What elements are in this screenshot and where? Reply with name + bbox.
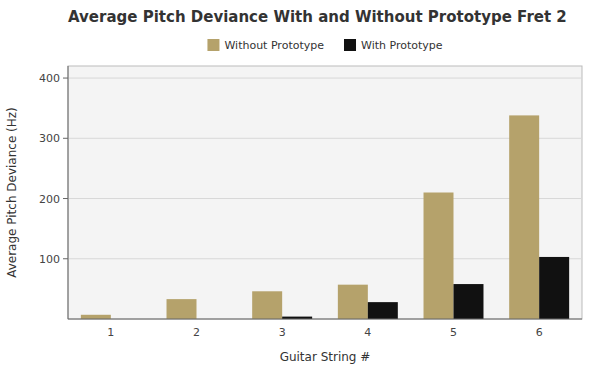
bar xyxy=(338,285,368,319)
legend-swatch xyxy=(344,39,356,51)
legend-label: Without Prototype xyxy=(224,39,324,52)
y-axis-line xyxy=(68,66,69,319)
y-tick xyxy=(63,138,68,139)
x-tick-label: 5 xyxy=(450,326,457,339)
y-axis-label: Average Pitch Deviance (Hz) xyxy=(5,107,19,278)
legend-label: With Prototype xyxy=(361,39,443,52)
bar xyxy=(424,193,454,320)
x-tick-label: 1 xyxy=(107,326,114,339)
bar xyxy=(509,115,539,319)
bar xyxy=(368,302,398,319)
y-tick-label: 100 xyxy=(39,253,60,266)
legend-item: Without Prototype xyxy=(207,39,324,52)
grid-line xyxy=(68,78,582,79)
chart-container: Average Pitch Deviance With and Without … xyxy=(0,0,600,371)
y-tick-label: 400 xyxy=(39,72,60,85)
x-tick-label: 3 xyxy=(279,326,286,339)
legend-item: With Prototype xyxy=(344,39,443,52)
bar xyxy=(252,291,282,319)
y-tick xyxy=(63,78,68,79)
bar xyxy=(454,284,484,319)
y-tick xyxy=(63,198,68,199)
grid-line xyxy=(68,138,582,139)
x-tick-label: 2 xyxy=(193,326,200,339)
x-tick-label: 6 xyxy=(536,326,543,339)
y-tick-label: 300 xyxy=(39,132,60,145)
legend-swatch xyxy=(207,39,219,51)
legend: Without Prototype With Prototype xyxy=(207,39,442,52)
title: Average Pitch Deviance With and Without … xyxy=(68,8,567,26)
x-axis-line xyxy=(68,319,582,320)
y-tick-label: 200 xyxy=(39,193,60,206)
y-tick xyxy=(63,258,68,259)
bar xyxy=(81,315,111,319)
grid-line xyxy=(68,258,582,259)
bar xyxy=(167,299,197,319)
grid-line xyxy=(68,198,582,199)
x-axis-label: Guitar String # xyxy=(280,350,371,364)
bars xyxy=(81,115,569,319)
bar xyxy=(539,257,569,319)
plot-area xyxy=(68,66,582,319)
chart: Average Pitch Deviance With and Without … xyxy=(0,0,600,371)
x-tick-label: 4 xyxy=(364,326,371,339)
